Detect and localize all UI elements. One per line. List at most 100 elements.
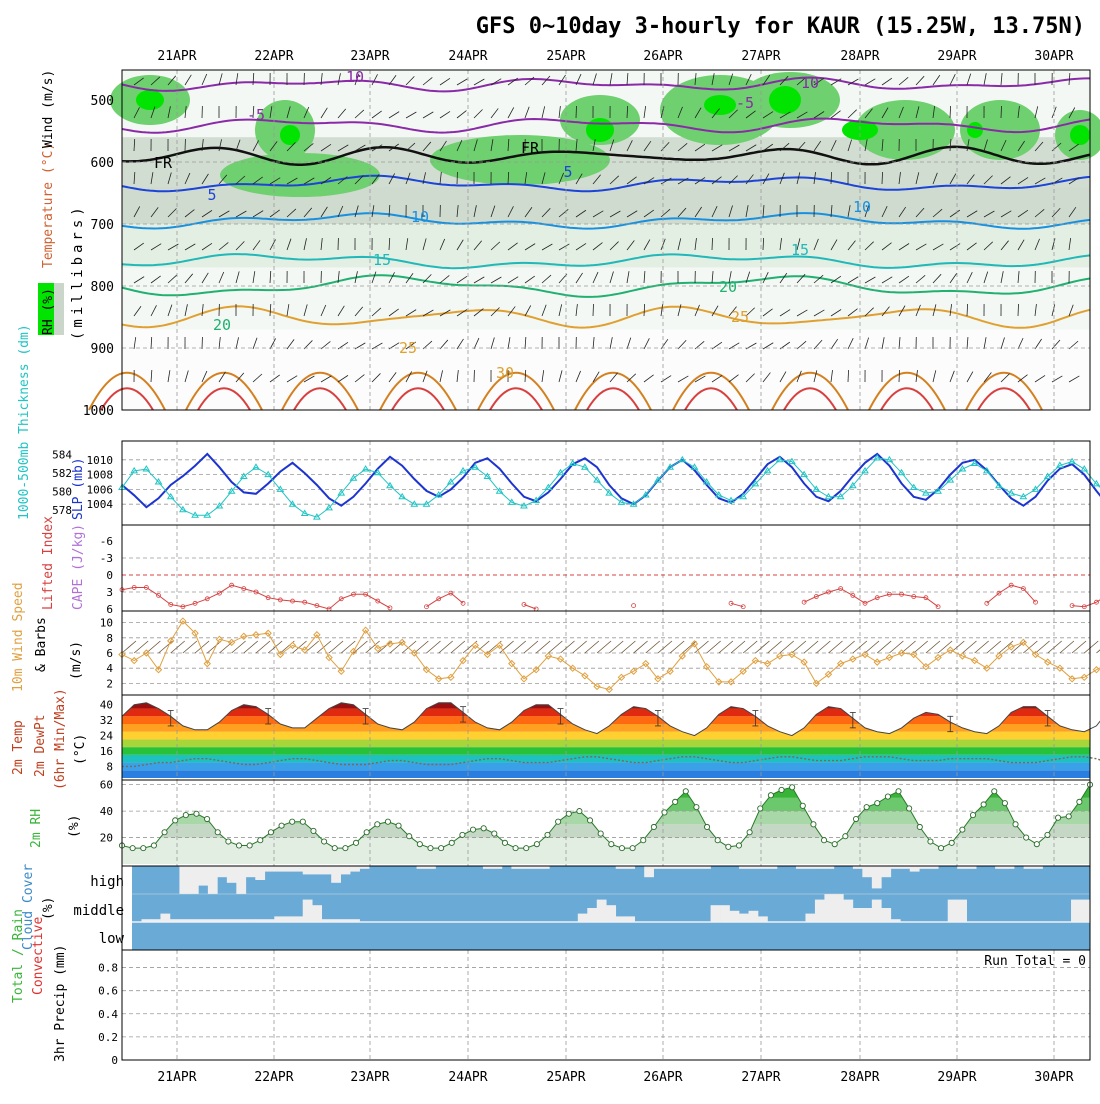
rh2m-point bbox=[907, 806, 912, 811]
temp-tick-label: 24 bbox=[100, 730, 114, 743]
cloud-high-bar bbox=[312, 866, 322, 874]
convective-label: Convective bbox=[31, 917, 46, 995]
lifted-index-frame bbox=[122, 525, 1090, 611]
rh2m-point bbox=[715, 838, 720, 843]
wind-barb-10m bbox=[889, 641, 903, 653]
rh2m-point bbox=[396, 823, 401, 828]
rh-band bbox=[122, 811, 1090, 824]
rh2m-point bbox=[449, 840, 454, 845]
cloud-high-bar bbox=[198, 866, 208, 886]
temp-tick-label: 32 bbox=[100, 714, 113, 727]
cloud-middle-bar bbox=[1071, 900, 1081, 922]
wind-barb bbox=[882, 172, 883, 184]
lifted-index-tick-label: 3 bbox=[106, 586, 113, 599]
day-label-top: 24APR bbox=[448, 49, 487, 64]
cloud-high-bar bbox=[189, 866, 199, 894]
rh2m-point bbox=[1055, 815, 1060, 820]
rh-saturated-area bbox=[769, 86, 801, 114]
day-label-top: 27APR bbox=[741, 49, 780, 64]
cloud-middle-bar bbox=[730, 911, 740, 922]
wind-barb-10m bbox=[1096, 641, 1100, 653]
rh2m-point bbox=[375, 822, 380, 827]
cloud-middle-bar bbox=[758, 916, 768, 922]
rh2m-point bbox=[353, 840, 358, 845]
wind-barb bbox=[831, 172, 832, 184]
precip-frame bbox=[122, 950, 1090, 1060]
wind-barb-10m bbox=[609, 641, 623, 653]
cloud-high-bar bbox=[227, 866, 237, 883]
rh2m-point bbox=[970, 812, 975, 817]
isotherm-label: 5 bbox=[563, 163, 572, 181]
wind-barb-10m bbox=[414, 641, 428, 653]
cloud-high-bar bbox=[862, 866, 872, 877]
temp-band bbox=[122, 763, 1090, 771]
cloud-middle-bar bbox=[843, 900, 853, 922]
thickness-tick-label: 578 bbox=[52, 504, 72, 517]
wind-axis-label: 10m Wind Speed bbox=[11, 582, 26, 692]
rh2m-point bbox=[524, 846, 529, 851]
cloud-middle-bar bbox=[1081, 900, 1091, 922]
isotherm-label: 15 bbox=[791, 241, 809, 259]
rh2m-point bbox=[896, 789, 901, 794]
rh2m-unit-label: (%) bbox=[67, 815, 82, 838]
day-label-top: 22APR bbox=[254, 49, 293, 64]
cloud-high-bar bbox=[644, 866, 654, 877]
rh2m-point bbox=[917, 824, 922, 829]
wind-barb-10m bbox=[1060, 641, 1074, 653]
rh2m-point bbox=[609, 842, 614, 847]
pressure-tick-label: 700 bbox=[91, 218, 114, 233]
isotherm-label: 25 bbox=[399, 339, 417, 357]
rh-band bbox=[122, 798, 1090, 811]
temp-tick-label: 8 bbox=[106, 760, 113, 773]
wind-barb-10m bbox=[816, 641, 830, 653]
wind-barb-10m bbox=[512, 641, 526, 653]
cloud-middle-bar bbox=[616, 916, 626, 922]
temperature-axis-label: Temperature (°C) bbox=[41, 143, 56, 268]
wind-barb-10m bbox=[755, 641, 769, 653]
rh2m-point bbox=[726, 844, 731, 849]
isotherm-label: FR bbox=[154, 154, 173, 172]
wind-tick-label: 2 bbox=[106, 677, 113, 690]
cloud-middle-bar bbox=[834, 894, 844, 922]
isotherm-label: 5 bbox=[207, 186, 216, 204]
wind-tick-label: 6 bbox=[106, 647, 113, 660]
rh2m-point bbox=[322, 839, 327, 844]
rh2m-point bbox=[981, 802, 986, 807]
temp-band bbox=[122, 732, 1090, 740]
rh2m-point bbox=[641, 838, 646, 843]
rh2m-point bbox=[311, 828, 316, 833]
rh-saturated-area bbox=[280, 125, 300, 145]
rh2m-point bbox=[662, 810, 667, 815]
rh2m-point bbox=[385, 819, 390, 824]
wind-barb-10m bbox=[707, 641, 721, 653]
wind-barb-10m bbox=[670, 641, 684, 653]
wind-barb bbox=[899, 370, 900, 382]
rh2m-point bbox=[470, 827, 475, 832]
rh2m-point bbox=[598, 831, 603, 836]
wind-barb-10m bbox=[561, 641, 575, 653]
rh2m-point bbox=[790, 785, 795, 790]
isotherm-label: 10 bbox=[853, 198, 871, 216]
rh2m-point bbox=[492, 831, 497, 836]
lifted-index-axis-label: Lifted Index bbox=[41, 516, 56, 610]
minmax-axis-label: (6hr Min/Max) bbox=[53, 688, 68, 790]
wind-barb-10m bbox=[1036, 641, 1050, 653]
cloud-level-middle: middle bbox=[73, 903, 124, 919]
wind-barb-10m bbox=[183, 641, 197, 653]
cloud-middle-bar bbox=[739, 914, 749, 922]
wind-barb-10m bbox=[634, 641, 648, 653]
wind-barb-10m bbox=[256, 641, 270, 653]
rh2m-point bbox=[800, 803, 805, 808]
wind-barb-10m bbox=[122, 641, 136, 653]
cloud-high-bar bbox=[910, 866, 920, 872]
rh2m-point bbox=[1024, 835, 1029, 840]
total-rain-label: Total / Rain bbox=[11, 909, 26, 1003]
cloud-middle-bar bbox=[749, 911, 759, 922]
day-label-bottom: 27APR bbox=[741, 1070, 780, 1085]
isotherm-label: FR bbox=[521, 139, 540, 157]
thickness-axis-label: 1000-500mb Thickness (dm) bbox=[17, 324, 32, 520]
